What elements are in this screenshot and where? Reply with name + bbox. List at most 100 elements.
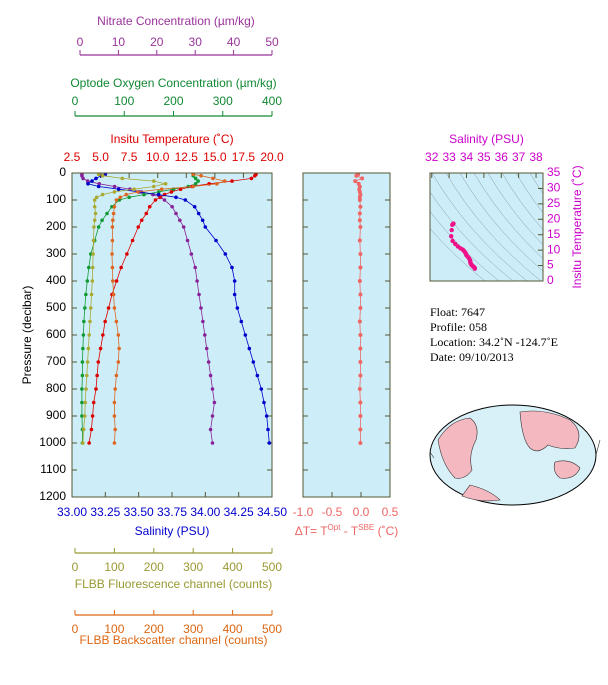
delta-point <box>358 225 363 229</box>
profile-point <box>84 387 88 391</box>
map-land <box>461 484 501 502</box>
profile-point <box>249 176 254 181</box>
profile-point <box>112 414 117 418</box>
profile-point <box>110 225 115 229</box>
x-tick-label: 36 <box>495 150 509 164</box>
delta-point <box>360 176 365 181</box>
profile-point <box>239 319 244 324</box>
delta-point <box>358 441 363 445</box>
y-tick-label: 700 <box>46 354 66 368</box>
world-map <box>429 404 601 506</box>
plot-frame <box>71 172 273 498</box>
delta-point <box>358 400 363 405</box>
profile-point <box>89 292 94 297</box>
x-tick-label: 20.0 <box>260 150 284 164</box>
y-tick-label: 30 <box>547 181 561 195</box>
profile-point <box>85 373 89 378</box>
profile-point <box>93 211 98 216</box>
profile-point <box>139 218 144 223</box>
profile-point <box>101 333 105 337</box>
density-contour <box>487 173 543 246</box>
profile-point <box>156 190 161 194</box>
profile-point <box>210 414 215 418</box>
x-tick-label: 300 <box>183 622 203 636</box>
x-tick-label: 2.5 <box>64 150 81 164</box>
profile-point <box>210 387 215 391</box>
x-tick-label: 300 <box>213 94 233 108</box>
density-contour <box>515 173 543 214</box>
delta-point <box>357 218 362 223</box>
profile-point <box>230 265 234 270</box>
profile-point <box>114 319 119 324</box>
y-tick-label: 25 <box>547 196 561 210</box>
profile-point <box>91 238 96 243</box>
profile-point <box>201 319 205 324</box>
x-axis-label: FLBB Backscatter channel (counts) <box>79 633 267 647</box>
profile-point <box>91 252 95 256</box>
y-tick-label: 20 <box>547 211 561 225</box>
map-land <box>437 417 478 479</box>
plot-area <box>303 173 390 497</box>
delta-point <box>358 346 363 351</box>
profile-point <box>111 292 116 297</box>
delta-point <box>358 306 363 310</box>
profile-point <box>259 387 264 391</box>
profile-point <box>119 265 123 270</box>
profile-point <box>196 179 200 183</box>
profile-point <box>92 218 97 223</box>
profile-point <box>235 306 240 310</box>
profile-point <box>264 414 269 418</box>
delta-point <box>358 292 363 297</box>
profile-point <box>114 198 119 202</box>
x-tick-label: 33.50 <box>124 505 154 519</box>
profile-point <box>197 292 201 297</box>
info-line: Location: 34.2˚N -124.7˚E <box>430 335 558 349</box>
plot-frame <box>429 172 544 282</box>
profile-point <box>144 211 149 216</box>
profile-point <box>103 319 107 324</box>
profile-point <box>81 441 85 445</box>
x-tick-label: 7.5 <box>121 150 138 164</box>
x-tick-label: 0 <box>72 94 79 108</box>
y-tick-label: 100 <box>46 192 66 206</box>
profile-point <box>120 176 125 181</box>
profile-point <box>85 360 90 364</box>
delta-point <box>354 173 359 178</box>
x-tick-label: 10.0 <box>146 150 170 164</box>
y-tick-label: 5 <box>547 258 554 272</box>
x-tick-label: 200 <box>144 622 164 636</box>
delta-point <box>358 414 363 418</box>
profile-point <box>215 182 219 186</box>
profile-point <box>94 387 98 391</box>
profile-point <box>80 387 84 391</box>
delta-point <box>358 427 363 432</box>
profile-point <box>196 211 201 216</box>
profile-point <box>83 306 87 310</box>
info-line: Date: 09/10/2013 <box>430 350 514 364</box>
profile-point <box>255 373 260 378</box>
x-tick-label: 500 <box>262 560 282 574</box>
profile-point <box>90 265 95 270</box>
profile-point <box>90 414 95 418</box>
y-axis-label: Insitu Temperature (˚C) <box>570 165 584 288</box>
delta-point <box>358 204 363 209</box>
y-tick-label: 600 <box>46 327 66 341</box>
profile-point <box>147 204 152 209</box>
plot-area <box>430 173 543 281</box>
profile-point <box>208 373 213 378</box>
profile-point <box>81 333 86 337</box>
profile-point <box>266 427 270 432</box>
profile-point <box>222 179 227 183</box>
delta-point <box>358 252 363 256</box>
profile-point <box>110 252 114 256</box>
ts-point <box>449 234 454 239</box>
profile-point <box>156 192 161 197</box>
profile-point <box>116 187 121 191</box>
label-superscript: SBE <box>358 523 374 532</box>
profile-point <box>206 360 211 364</box>
profile-point <box>110 238 115 243</box>
profile-point <box>223 252 228 256</box>
x-tick-label: 40 <box>227 35 241 49</box>
profile-point <box>80 173 84 178</box>
y-tick-label: 900 <box>46 408 66 422</box>
